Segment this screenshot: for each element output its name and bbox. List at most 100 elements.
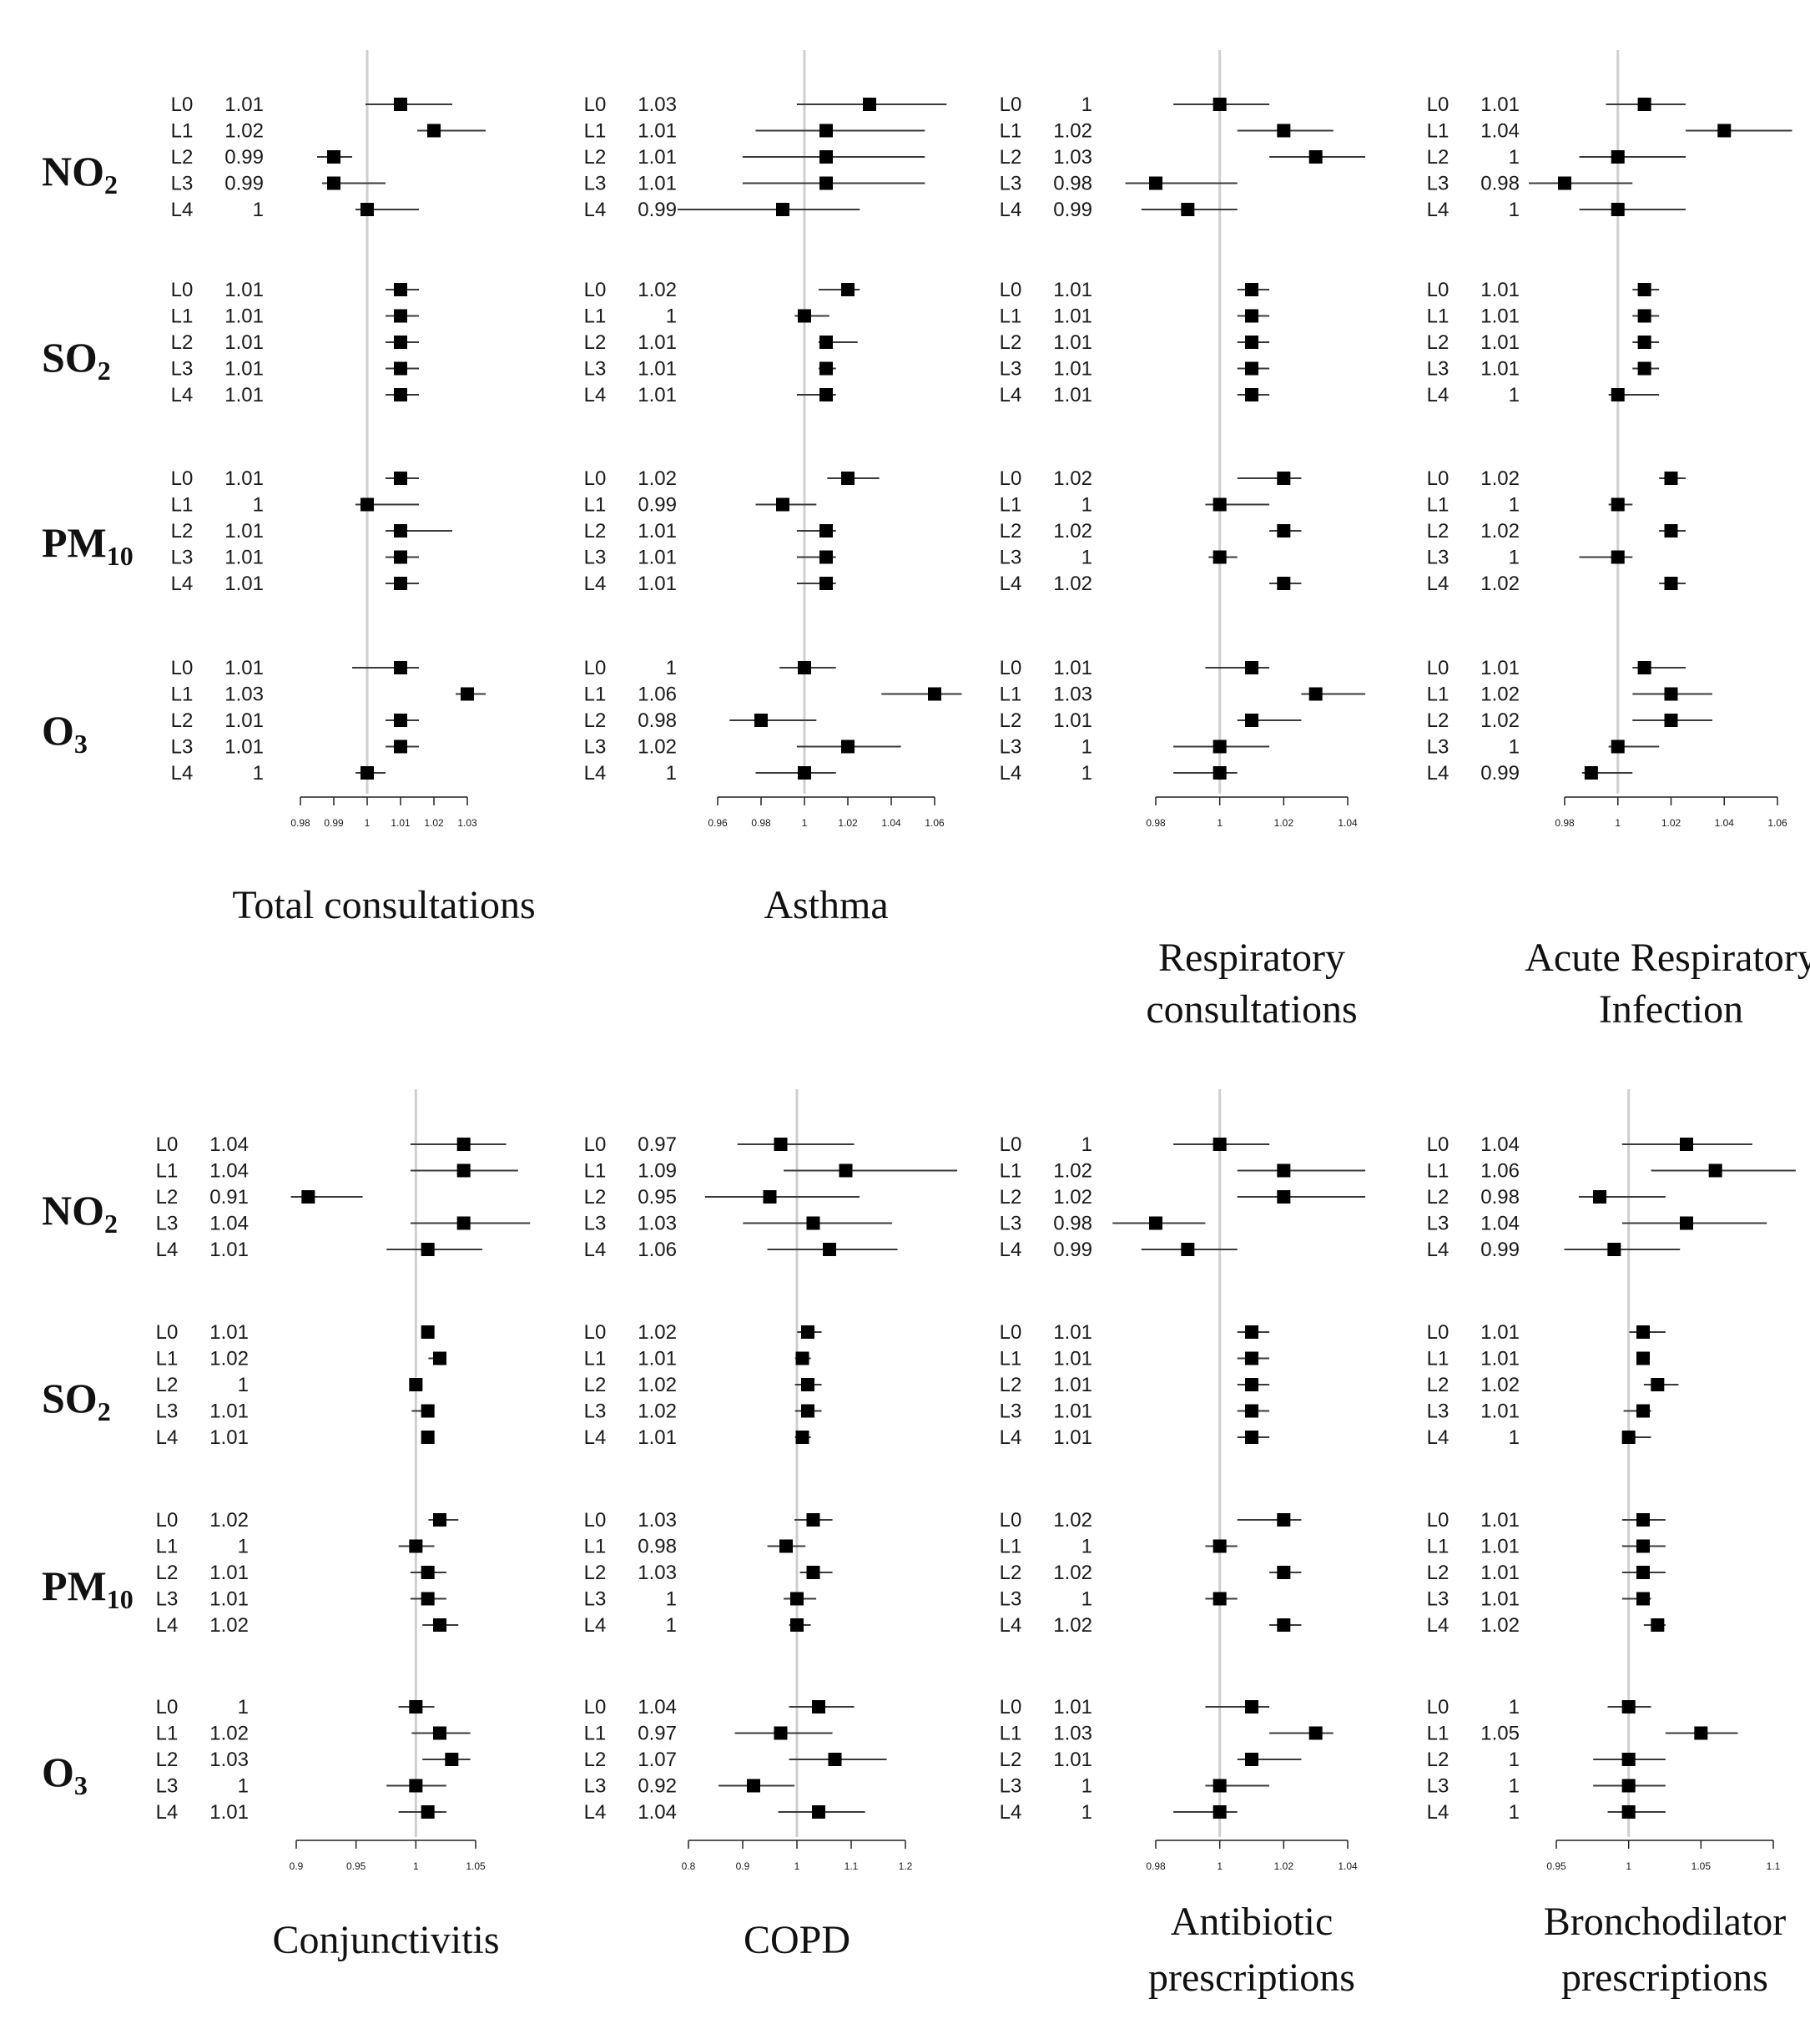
lag-label: L2 [1427, 1374, 1450, 1396]
estimate-label: 1.02 [209, 1509, 249, 1532]
lag-label: L0 [1427, 1509, 1450, 1532]
estimate-point [394, 714, 407, 727]
lag-label: L3 [1427, 1401, 1450, 1423]
panel-title-line: Antibiotic [1171, 1900, 1334, 1944]
estimate-label: 1.03 [638, 1213, 677, 1235]
estimate-label: 0.97 [638, 1723, 677, 1745]
x-tick-label: 0.9 [290, 1860, 304, 1872]
x-tick-label: 1.05 [466, 1860, 486, 1872]
lag-label: L3 [1427, 1775, 1450, 1798]
estimate-label: 1.02 [1480, 573, 1520, 595]
lag-label: L4 [1427, 1614, 1450, 1637]
estimate-label: 0.98 [1480, 173, 1520, 195]
estimate-point [433, 1726, 446, 1740]
estimate-point [421, 1592, 435, 1606]
lag-label: L1 [584, 305, 607, 328]
estimate-label: 1 [1081, 1536, 1092, 1558]
estimate-point [1245, 336, 1258, 349]
estimate-label: 1.01 [224, 279, 264, 301]
estimate-label: 1.01 [224, 709, 264, 732]
estimate-label: 1 [1509, 384, 1520, 406]
estimate-label: 1.01 [1480, 1536, 1520, 1558]
lag-label: L1 [1427, 1723, 1450, 1745]
lag-label: L2 [1427, 1562, 1450, 1584]
pollutant-main-1: SO [42, 334, 98, 381]
estimate-point [1708, 1163, 1722, 1178]
estimate-label: 0.92 [638, 1775, 677, 1798]
estimate-point [360, 766, 374, 780]
lag-label: L4 [1000, 573, 1022, 595]
lag-label: L2 [1427, 331, 1450, 354]
estimate-point [1245, 714, 1258, 727]
lag-label: L4 [1427, 1239, 1450, 1261]
estimate-label: 1.02 [1480, 1374, 1520, 1396]
lag-label: L3 [1427, 547, 1450, 569]
estimate-point [421, 1325, 435, 1339]
estimate-point [1611, 739, 1625, 754]
lag-label: L0 [156, 1696, 179, 1718]
lag-label: L0 [1427, 279, 1450, 301]
estimate-label: 1.01 [1053, 1696, 1092, 1718]
estimate-label: 1.01 [1053, 384, 1092, 406]
estimate-point [1213, 1779, 1227, 1793]
estimate-point [1636, 1325, 1650, 1339]
lag-label: L2 [1000, 520, 1022, 543]
estimate-point [1637, 336, 1651, 349]
estimate-label: 1 [1081, 736, 1092, 759]
estimate-label: 1.02 [1053, 120, 1092, 143]
lag-label: L1 [1427, 305, 1450, 328]
x-tick-label: 0.98 [1146, 1860, 1166, 1872]
estimate-point [798, 309, 811, 323]
estimate-label: 1 [1509, 547, 1520, 569]
lag-label: L1 [156, 1723, 179, 1745]
lag-label: L3 [1000, 547, 1022, 569]
estimate-point [394, 283, 407, 296]
estimate-label: 0.99 [638, 199, 677, 221]
estimate-label: 1.01 [1053, 358, 1092, 381]
estimate-point [1245, 361, 1258, 376]
lag-label: L2 [584, 709, 607, 732]
x-tick-label: 1 [794, 1860, 800, 1872]
pollutant-main-3: O [42, 1749, 74, 1795]
lag-label: L1 [584, 1723, 607, 1745]
estimate-label: 1.01 [1480, 1588, 1520, 1611]
lag-label: L4 [584, 573, 607, 595]
estimate-point [801, 1325, 814, 1339]
estimate-point [1245, 283, 1258, 296]
estimate-point [1213, 98, 1227, 111]
estimate-label: 1.06 [638, 684, 677, 706]
estimate-label: 1.01 [1480, 331, 1520, 354]
estimate-point [841, 283, 855, 296]
lag-label: L4 [156, 1239, 179, 1261]
estimate-label: 1.01 [1053, 279, 1092, 301]
estimate-point [1213, 1592, 1227, 1606]
lag-label: L3 [156, 1401, 179, 1423]
estimate-point [421, 1805, 435, 1819]
lag-label: L2 [584, 1749, 607, 1771]
lag-label: L1 [584, 120, 607, 143]
lag-label: L1 [584, 1536, 607, 1558]
lag-label: L4 [584, 199, 607, 221]
estimate-point [1621, 1779, 1636, 1793]
estimate-point [327, 150, 340, 164]
estimate-label: 1.02 [224, 120, 264, 143]
estimate-point [1636, 1513, 1650, 1527]
estimate-point [774, 1726, 788, 1740]
lag-label: L1 [1427, 684, 1450, 706]
estimate-point [1637, 98, 1651, 111]
estimate-label: 1 [1081, 762, 1092, 785]
estimate-label: 1.02 [638, 1401, 677, 1423]
estimate-label: 1 [1509, 146, 1520, 169]
pollutant-label-0: NO2 [42, 148, 118, 199]
estimate-point [1213, 550, 1227, 564]
estimate-label: 1.03 [1053, 1723, 1092, 1745]
estimate-label: 1.05 [1480, 1723, 1520, 1745]
estimate-label: 1.01 [1480, 279, 1520, 301]
x-tick-label: 1.02 [838, 817, 858, 829]
estimate-label: 1.01 [224, 467, 264, 490]
pollutant-label-2: PM10 [42, 519, 134, 571]
estimate-label: 0.95 [638, 1186, 677, 1209]
estimate-label: 1.03 [224, 684, 264, 706]
estimate-point [1277, 1163, 1291, 1178]
lag-label: L3 [1427, 1588, 1450, 1611]
